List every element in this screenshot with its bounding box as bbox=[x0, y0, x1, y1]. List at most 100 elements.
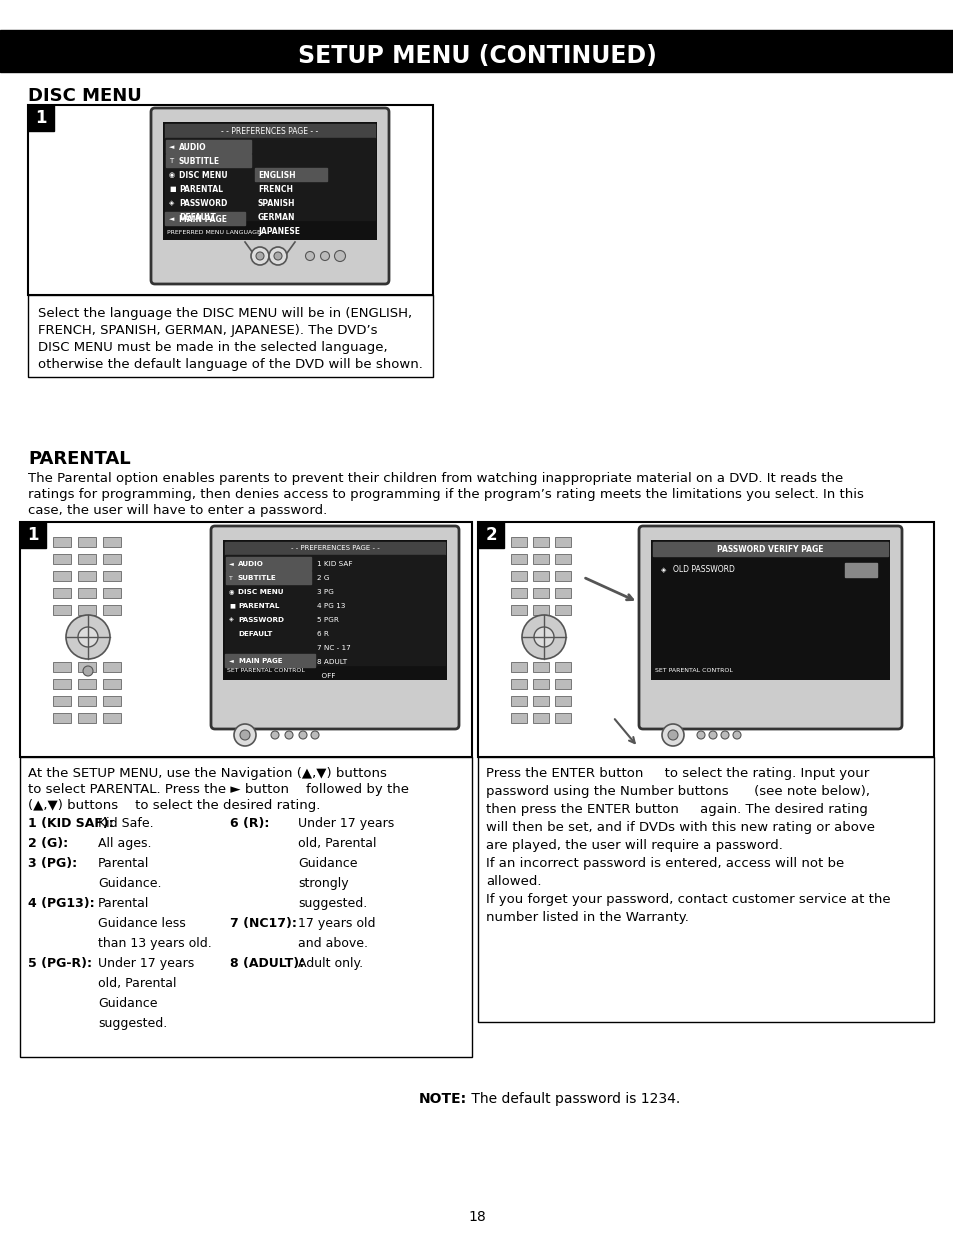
Text: number listed in the Warranty.: number listed in the Warranty. bbox=[485, 911, 688, 924]
Bar bbox=[20, 522, 472, 757]
Text: ■: ■ bbox=[229, 604, 234, 609]
Bar bbox=[511, 555, 526, 564]
Bar bbox=[533, 605, 548, 615]
Text: Guidance.: Guidance. bbox=[98, 877, 161, 890]
Bar bbox=[53, 537, 71, 547]
Text: SUBTITLE: SUBTITLE bbox=[179, 157, 220, 165]
Bar bbox=[555, 662, 571, 672]
Bar bbox=[53, 679, 71, 689]
Text: DEFAULT: DEFAULT bbox=[237, 631, 273, 637]
Circle shape bbox=[83, 666, 92, 676]
Bar bbox=[28, 105, 433, 295]
Bar bbox=[226, 571, 311, 584]
Bar bbox=[555, 697, 571, 706]
Bar bbox=[511, 571, 526, 580]
Bar bbox=[53, 697, 71, 706]
Bar bbox=[511, 697, 526, 706]
Bar bbox=[103, 537, 121, 547]
Bar bbox=[226, 557, 311, 571]
Bar bbox=[53, 605, 71, 615]
Text: 2 G: 2 G bbox=[316, 576, 329, 580]
Bar bbox=[53, 713, 71, 722]
Bar bbox=[511, 588, 526, 598]
Text: (▲,▼) buttons    to select the desired rating.: (▲,▼) buttons to select the desired rati… bbox=[28, 799, 320, 811]
Circle shape bbox=[320, 252, 329, 261]
Bar bbox=[533, 697, 548, 706]
Text: FRENCH: FRENCH bbox=[257, 184, 293, 194]
Text: ◈: ◈ bbox=[229, 618, 233, 622]
Bar bbox=[78, 588, 96, 598]
Bar bbox=[78, 662, 96, 672]
Text: Kid Safe.: Kid Safe. bbox=[98, 818, 153, 830]
Bar bbox=[533, 537, 548, 547]
Circle shape bbox=[240, 730, 250, 740]
Text: JAPANESE: JAPANESE bbox=[257, 226, 299, 236]
Bar bbox=[103, 697, 121, 706]
Text: If you forget your password, contact customer service at the: If you forget your password, contact cus… bbox=[485, 893, 890, 906]
Bar bbox=[78, 605, 96, 615]
Bar bbox=[166, 154, 251, 167]
Bar bbox=[78, 571, 96, 580]
Text: DISC MENU: DISC MENU bbox=[28, 86, 142, 105]
Bar bbox=[53, 555, 71, 564]
Text: 6 (R):: 6 (R): bbox=[230, 818, 269, 830]
Text: AUDIO: AUDIO bbox=[237, 561, 264, 567]
Circle shape bbox=[534, 627, 554, 647]
Text: suggested.: suggested. bbox=[297, 897, 367, 910]
Text: old, Parental: old, Parental bbox=[297, 837, 376, 850]
Text: to select PARENTAL. Press the ► button    followed by the: to select PARENTAL. Press the ► button f… bbox=[28, 783, 409, 797]
FancyBboxPatch shape bbox=[639, 526, 901, 729]
Text: All ages.: All ages. bbox=[98, 837, 152, 850]
Bar bbox=[533, 662, 548, 672]
Bar bbox=[78, 697, 96, 706]
Bar bbox=[78, 555, 96, 564]
Bar bbox=[78, 713, 96, 722]
Text: 18: 18 bbox=[468, 1210, 485, 1224]
Text: ■: ■ bbox=[169, 186, 175, 191]
Text: strongly: strongly bbox=[297, 877, 348, 890]
Text: AUDIO: AUDIO bbox=[179, 142, 207, 152]
Bar bbox=[511, 537, 526, 547]
Bar bbox=[511, 713, 526, 722]
Text: The Parental option enables parents to prevent their children from watching inap: The Parental option enables parents to p… bbox=[28, 472, 842, 485]
Text: Guidance: Guidance bbox=[297, 857, 357, 869]
Bar bbox=[53, 588, 71, 598]
Text: case, the user will have to enter a password.: case, the user will have to enter a pass… bbox=[28, 504, 327, 517]
Text: 1 (KID SAF):: 1 (KID SAF): bbox=[28, 818, 113, 830]
Bar bbox=[103, 588, 121, 598]
Circle shape bbox=[285, 731, 293, 739]
Circle shape bbox=[661, 724, 683, 746]
Text: FRENCH, SPANISH, GERMAN, JAPANESE). The DVD’s: FRENCH, SPANISH, GERMAN, JAPANESE). The … bbox=[38, 324, 377, 337]
Circle shape bbox=[271, 731, 278, 739]
Text: 5 (PG-R):: 5 (PG-R): bbox=[28, 957, 91, 969]
Text: If an incorrect password is entered, access will not be: If an incorrect password is entered, acc… bbox=[485, 857, 843, 869]
Circle shape bbox=[305, 252, 314, 261]
Bar bbox=[103, 713, 121, 722]
Bar bbox=[103, 662, 121, 672]
Circle shape bbox=[311, 731, 318, 739]
Text: MAIN PAGE: MAIN PAGE bbox=[179, 215, 227, 224]
Text: 1: 1 bbox=[28, 526, 39, 543]
Text: - - PREFERENCES PAGE - -: - - PREFERENCES PAGE - - bbox=[221, 126, 318, 136]
Text: ◉: ◉ bbox=[229, 589, 234, 594]
Bar bbox=[165, 124, 375, 138]
Text: will then be set, and if DVDs with this new rating or above: will then be set, and if DVDs with this … bbox=[485, 821, 874, 834]
Bar bbox=[477, 757, 933, 1023]
Text: ◈: ◈ bbox=[169, 200, 174, 206]
Bar bbox=[844, 563, 876, 577]
Text: 3 PG: 3 PG bbox=[316, 589, 334, 595]
Bar bbox=[533, 588, 548, 598]
Bar bbox=[103, 605, 121, 615]
Text: Adult only.: Adult only. bbox=[297, 957, 363, 969]
Bar bbox=[555, 571, 571, 580]
Bar bbox=[225, 542, 444, 555]
Text: allowed.: allowed. bbox=[485, 876, 541, 888]
Bar bbox=[103, 571, 121, 580]
Circle shape bbox=[697, 731, 704, 739]
Text: DEFAULT: DEFAULT bbox=[179, 212, 215, 221]
Text: OFF: OFF bbox=[316, 673, 335, 679]
Text: DISC MENU: DISC MENU bbox=[237, 589, 283, 595]
Text: old, Parental: old, Parental bbox=[98, 977, 176, 990]
Bar bbox=[650, 540, 889, 680]
Text: ◄: ◄ bbox=[229, 562, 233, 567]
